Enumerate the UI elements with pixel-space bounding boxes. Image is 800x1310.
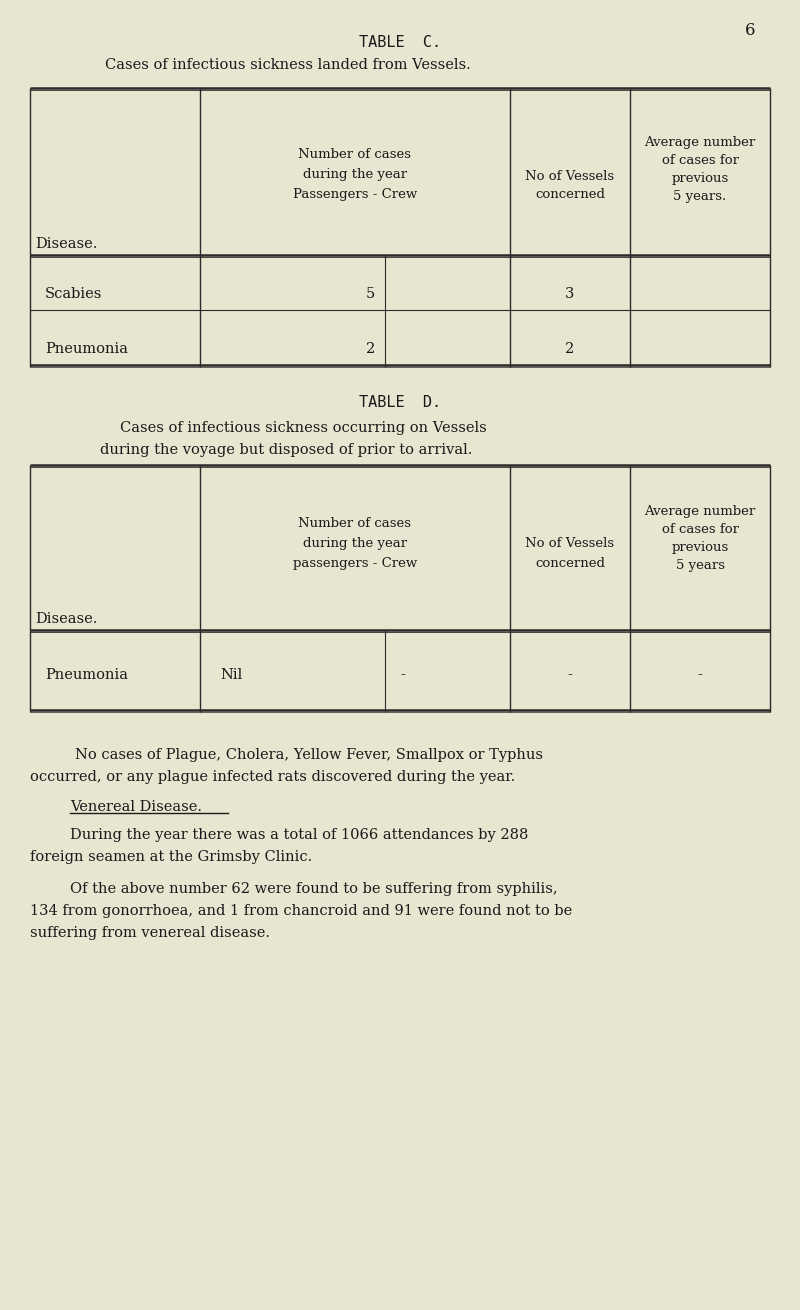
Text: occurred, or any plague infected rats discovered during the year.: occurred, or any plague infected rats di… [30,770,515,783]
Text: 5: 5 [366,287,375,301]
Text: Cases of infectious sickness landed from Vessels.: Cases of infectious sickness landed from… [105,58,470,72]
Text: Venereal Disease.: Venereal Disease. [70,800,202,814]
Text: Cases of infectious sickness occurring on Vessels: Cases of infectious sickness occurring o… [120,421,486,435]
Text: No of Vessels: No of Vessels [526,170,614,183]
Text: Nil: Nil [220,668,242,683]
Text: previous: previous [671,172,729,185]
Text: Pneumonia: Pneumonia [45,668,128,683]
Text: 6: 6 [745,22,755,39]
Text: concerned: concerned [535,189,605,200]
Text: during the voyage but disposed of prior to arrival.: during the voyage but disposed of prior … [100,443,472,457]
Text: -: - [698,668,702,683]
Text: -: - [567,668,573,683]
Text: during the year: during the year [303,537,407,550]
Text: suffering from venereal disease.: suffering from venereal disease. [30,926,270,941]
Text: 2: 2 [366,342,375,356]
Text: TABLE  C.: TABLE C. [359,35,441,50]
Text: of cases for: of cases for [662,523,738,536]
Text: Scabies: Scabies [45,287,102,301]
Text: previous: previous [671,541,729,554]
Text: Number of cases: Number of cases [298,148,411,161]
Text: Pneumonia: Pneumonia [45,342,128,356]
Text: Average number: Average number [644,136,756,149]
Text: 134 from gonorrhoea, and 1 from chancroid and 91 were found not to be: 134 from gonorrhoea, and 1 from chancroi… [30,904,572,918]
Text: Disease.: Disease. [35,237,98,252]
Text: Of the above number 62 were found to be suffering from syphilis,: Of the above number 62 were found to be … [70,882,558,896]
Text: Number of cases: Number of cases [298,517,411,531]
Text: 2: 2 [566,342,574,356]
Text: 5 years.: 5 years. [674,190,726,203]
Text: Disease.: Disease. [35,612,98,626]
Text: foreign seamen at the Grimsby Clinic.: foreign seamen at the Grimsby Clinic. [30,850,312,865]
Text: of cases for: of cases for [662,155,738,166]
Text: Average number: Average number [644,504,756,517]
Text: passengers - Crew: passengers - Crew [293,557,417,570]
Text: TABLE  D.: TABLE D. [359,396,441,410]
Text: Passengers - Crew: Passengers - Crew [293,189,417,200]
Text: concerned: concerned [535,557,605,570]
Text: No cases of Plague, Cholera, Yellow Fever, Smallpox or Typhus: No cases of Plague, Cholera, Yellow Feve… [75,748,543,762]
Text: No of Vessels: No of Vessels [526,537,614,550]
Text: during the year: during the year [303,168,407,181]
Text: During the year there was a total of 1066 attendances by 288: During the year there was a total of 106… [70,828,528,842]
Text: 5 years: 5 years [675,559,725,572]
Text: 3: 3 [566,287,574,301]
Text: -: - [401,668,406,683]
